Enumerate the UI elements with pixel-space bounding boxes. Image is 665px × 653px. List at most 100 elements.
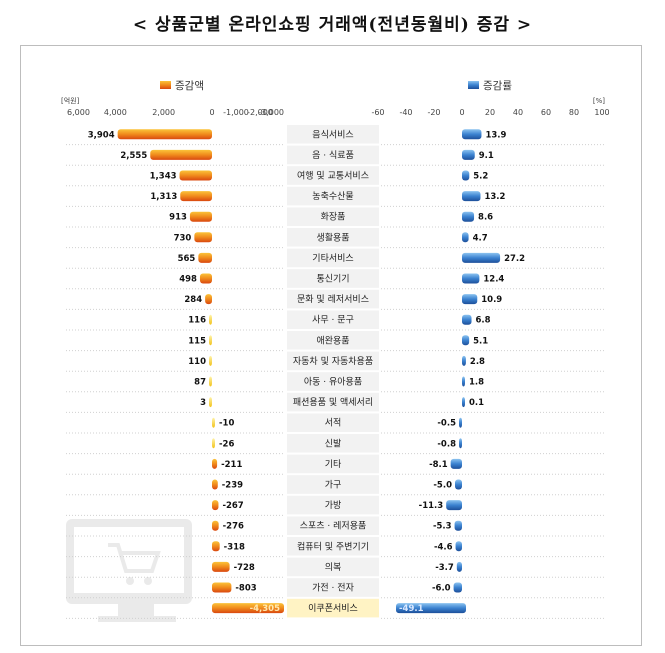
axis-tick-rate: 20 <box>485 108 495 117</box>
axis-tick-rate: -40 <box>399 108 412 117</box>
axis-tick-amount: 0 <box>209 108 214 117</box>
legend-amount: 증감액 <box>175 80 204 92</box>
amount-label: 284 <box>184 295 202 305</box>
category-label-bg <box>287 145 379 165</box>
category-label-bg <box>287 557 379 577</box>
amount-label: 1,313 <box>150 192 177 202</box>
rate-bar <box>462 170 470 181</box>
amount-bar <box>212 520 219 531</box>
rate-bar <box>462 252 501 263</box>
rate-label: -5.0 <box>433 481 452 491</box>
category-label: 가방 <box>325 500 342 511</box>
axis-tick-amount: 2,000 <box>152 108 175 117</box>
category-label-bg <box>287 372 379 391</box>
amount-label: -276 <box>223 522 244 532</box>
amount-bar <box>212 561 230 572</box>
axis-tick-amount: 4,000 <box>104 108 127 117</box>
rate-label: 9.1 <box>479 151 494 161</box>
axis-tick-rate: 40 <box>513 108 523 117</box>
rate-label: -4.6 <box>434 542 453 552</box>
amount-label: -267 <box>222 501 243 511</box>
amount-label: 87 <box>194 378 206 388</box>
category-label-bg <box>287 475 379 494</box>
amount-bar <box>205 294 212 305</box>
rate-label: 5.1 <box>473 336 488 346</box>
category-label: 서적 <box>325 417 342 429</box>
category-label: 스포츠 · 레저용품 <box>300 521 367 532</box>
amount-label: -239 <box>222 481 243 491</box>
rate-bar <box>454 520 462 531</box>
rate-label: 1.8 <box>469 378 484 388</box>
category-label-bg <box>287 207 379 226</box>
axis-tick-rate: -20 <box>427 108 440 117</box>
amount-label: 3 <box>200 398 206 408</box>
amount-label: -318 <box>224 542 245 552</box>
axis-tick-rate: 0 <box>459 108 464 117</box>
rate-bar <box>455 479 462 490</box>
rate-label: -49.1 <box>399 604 424 614</box>
category-label-bg <box>287 598 379 618</box>
category-label-bg <box>287 125 379 144</box>
legend-rate: 증감률 <box>483 80 512 92</box>
amount-bar <box>199 273 212 284</box>
category-label: 가전 · 전자 <box>312 583 354 594</box>
axis-tick-rate: -60 <box>371 108 384 117</box>
category-label-bg <box>287 228 379 247</box>
amount-label: 498 <box>179 275 197 285</box>
amount-bar <box>212 438 215 449</box>
rate-label: 0.1 <box>469 398 484 408</box>
amount-label: 3,904 <box>88 130 115 140</box>
category-label: 가구 <box>325 480 342 491</box>
rate-bar <box>462 129 482 140</box>
category-label: 아동 · 유아용품 <box>304 377 362 388</box>
category-label: 신발 <box>325 438 342 449</box>
category-label-bg <box>287 495 379 515</box>
amount-label: 565 <box>178 254 196 264</box>
category-label: 통신기기 <box>316 274 349 285</box>
amount-bar <box>209 314 212 325</box>
category-label: 음 · 식료품 <box>312 150 354 161</box>
rate-label: -6.0 <box>432 584 451 594</box>
amount-bar <box>209 335 212 346</box>
amount-bar <box>117 129 212 140</box>
category-label-bg <box>287 310 379 329</box>
category-label-bg <box>287 413 379 432</box>
unit-rate: [%] <box>593 97 605 105</box>
rate-label: 8.6 <box>478 213 493 223</box>
category-label-bg <box>287 392 379 412</box>
category-label: 화장품 <box>321 212 346 223</box>
rate-bar <box>450 458 462 469</box>
amount-label: 116 <box>188 316 206 326</box>
rate-bar <box>462 149 475 160</box>
amount-bar <box>194 232 212 243</box>
category-label: 문화 및 레저서비스 <box>297 293 369 305</box>
rate-bar <box>462 294 478 305</box>
category-label: 생활용품 <box>316 231 349 243</box>
amount-label: 913 <box>169 213 187 223</box>
amount-bar <box>150 149 212 160</box>
category-label-bg <box>287 331 379 350</box>
rate-label: -8.1 <box>429 460 448 470</box>
rate-bar <box>455 541 462 552</box>
rate-bar <box>459 417 462 428</box>
category-label: 농축수산물 <box>312 191 353 202</box>
amount-label: 2,555 <box>120 151 147 161</box>
category-label-bg <box>287 578 379 597</box>
rate-bar <box>462 376 465 387</box>
amount-bar <box>209 376 212 387</box>
rate-bar <box>462 273 480 284</box>
amount-bar <box>212 417 215 428</box>
amount-bar <box>212 500 219 511</box>
rate-bar <box>462 211 475 222</box>
category-label: 컴퓨터 및 주변기기 <box>297 540 369 552</box>
rate-label: 12.4 <box>483 275 504 285</box>
amount-label: 1,343 <box>150 172 177 182</box>
category-label: 사무 · 문구 <box>312 315 354 326</box>
category-label-bg <box>287 454 379 474</box>
shopping-cart-icon <box>66 519 192 622</box>
amount-bar <box>180 191 212 202</box>
rate-bar <box>456 561 462 572</box>
amount-label: -4,305 <box>250 604 280 614</box>
rate-bar <box>462 397 465 408</box>
